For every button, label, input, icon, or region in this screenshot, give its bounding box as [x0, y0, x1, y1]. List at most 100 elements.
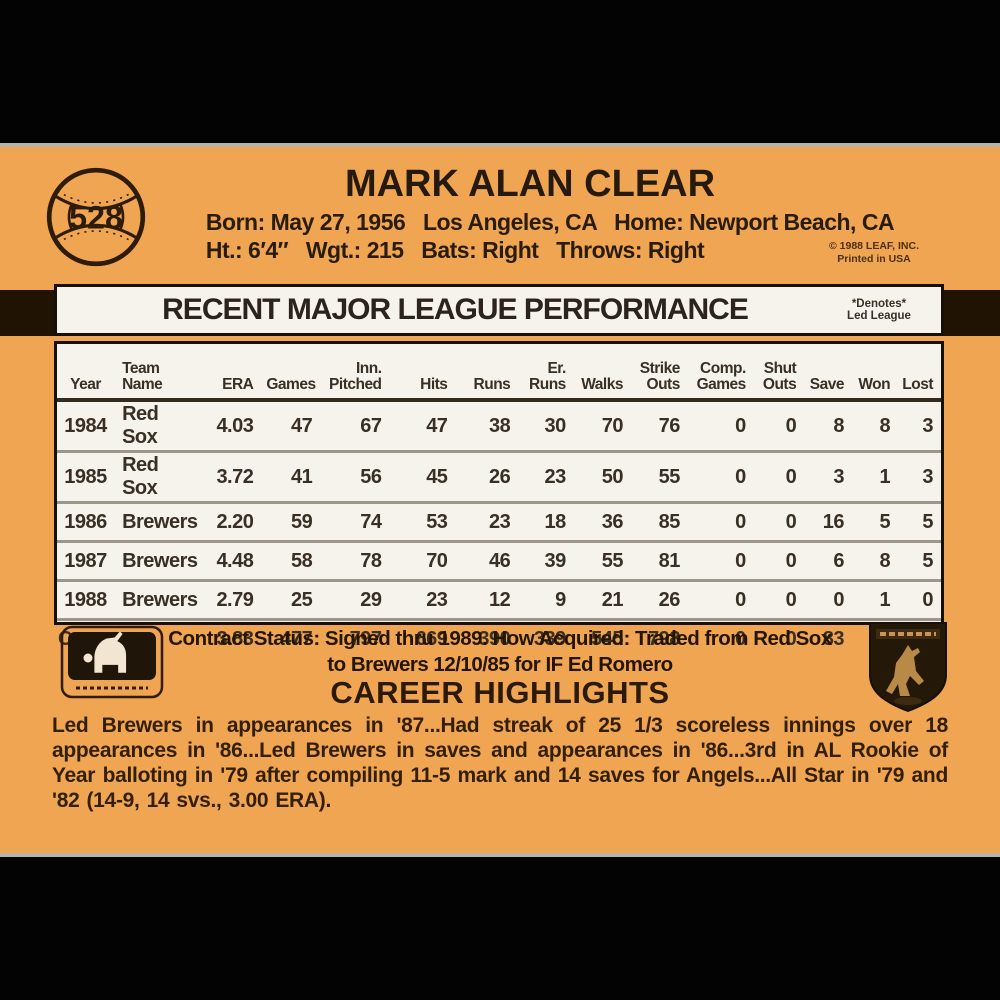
stats-cell: 4.03: [216, 414, 254, 437]
baseball-card-number-icon: 528: [46, 167, 146, 267]
stats-cell: 3: [922, 465, 933, 488]
stats-cell: 36: [601, 510, 624, 533]
stats-column-header: Team Name: [122, 360, 163, 393]
copyright-notice: © 1988 LEAF, INC. Printed in USA: [828, 240, 919, 265]
stats-cell: 56: [360, 465, 382, 488]
stats-cell: 3.72: [216, 465, 254, 488]
stats-cell: 50: [601, 465, 624, 488]
stats-cell: 0: [833, 588, 844, 611]
denotes-led-league-note: *Denotes* Led League: [847, 298, 911, 322]
stats-cell: 339: [533, 627, 566, 650]
stats-cell: 8: [879, 549, 891, 572]
stats-column-header: Comp. Games: [696, 360, 747, 393]
stats-column-header: Strike Outs: [639, 360, 681, 393]
stats-row-1988: 1988 Brewers 2.79 25 29 23 12 9 21 26 0 0 0 1 0: [57, 580, 941, 620]
stats-cell: 5: [922, 549, 933, 572]
stats-cell: 16: [822, 510, 845, 533]
stats-cell: 46: [489, 549, 511, 572]
stats-cell: 8: [879, 414, 891, 437]
stats-cell: 30: [544, 414, 567, 437]
stats-cell: 9: [555, 588, 566, 611]
stats-cell: 74: [360, 510, 382, 533]
stats-cell: 5: [922, 510, 933, 533]
player-bio-line2: Ht.: 6′4″ Wgt.: 215 Bats: Right Throws: …: [205, 237, 705, 263]
stats-cell: 70: [601, 414, 624, 437]
performance-title: RECENT MAJOR LEAGUE PERFORMANCE: [162, 293, 749, 326]
stats-cell: 0: [785, 627, 797, 650]
stats-cell: 0: [735, 510, 746, 533]
stats-cell: 58: [290, 549, 313, 572]
stats-cell: 5: [879, 510, 891, 533]
stats-column-header: Games: [266, 376, 316, 393]
stats-cell: 1987: [64, 549, 107, 572]
stats-cell: Red Sox: [122, 454, 159, 499]
stats-column-header: Er. Runs: [529, 360, 566, 393]
stats-cell: 12: [489, 588, 511, 611]
stats-cell: 8: [833, 414, 844, 437]
stats-row-1987: 1987 Brewers 4.48 58 78 70 46 39 55 81 0 0 6 8 5: [57, 541, 941, 581]
stats-cell: 3: [922, 414, 933, 437]
stats-row-1985: 1985 Red Sox 3.72 41 56 45 26 23 50 55 0 0 3 1 3: [57, 451, 941, 503]
stats-column-header: Shut Outs: [762, 360, 797, 393]
stats-cell: 55: [601, 549, 624, 572]
stats-column-header: ERA: [222, 376, 254, 393]
stats-body: 1984 Red Sox 4.03 47 67 47 38 30 70 76 0 0 8 8 3 1985 Re…: [57, 400, 941, 657]
stats-cell: 0: [735, 414, 746, 437]
baseball-card-back: 528 MARK ALAN CLEAR Born: May 27, 1956 L…: [0, 147, 1000, 853]
stats-cell: 0: [785, 510, 797, 533]
stats-cell: 0: [785, 588, 797, 611]
stats-cell: 1985: [64, 465, 107, 488]
stats-cell: 76: [658, 414, 681, 437]
stats-cell: 81: [658, 549, 681, 572]
stats-cell: 26: [658, 588, 681, 611]
mlbpa-logo-icon: [869, 622, 947, 713]
stats-cell: 0: [785, 414, 797, 437]
stats-cell: 0: [785, 549, 797, 572]
stats-cell: 0: [735, 549, 746, 572]
stats-cell: 47: [426, 414, 448, 437]
stats-cell: 0: [785, 465, 797, 488]
stats-row-1986: 1986 Brewers 2.20 59 74 53 23 18 36 85 0 0 16 5 5: [57, 502, 941, 542]
stats-cell: 59: [290, 510, 313, 533]
player-bio-line1: Born: May 27, 1956 Los Angeles, CA Home:…: [205, 209, 895, 235]
stats-cell: 2.79: [216, 588, 254, 611]
stats-cell: 545: [591, 627, 623, 650]
stats-cell: 26: [489, 465, 511, 488]
stats-table-head: Year Team Name ERA Games Inn. Pitched Hits Run…: [57, 344, 941, 400]
stats-cell: 797: [349, 627, 382, 650]
card-top-edge: [0, 143, 1000, 147]
stats-cell: 2.20: [216, 510, 254, 533]
career-highlights-text: Led Brewers in appearances in '87...Had …: [52, 714, 948, 812]
stats-table-box: Year Team Name ERA Games Inn. Pitched Hits Run…: [54, 341, 944, 650]
stats-cell: 78: [360, 549, 382, 572]
contract-status-line2: to Brewers 12/10/85 for IF Ed Romero: [327, 653, 673, 676]
stats-cell: 41: [290, 465, 313, 488]
contract-status-line1: Contract Status: Signed thru 1989. How A…: [168, 627, 832, 650]
stats-header-row: Year Team Name ERA Games Inn. Pitched Hits Run…: [57, 344, 941, 400]
stats-cell: 83: [822, 627, 845, 650]
stats-cell: 477: [280, 627, 313, 650]
performance-header-box: RECENT MAJOR LEAGUE PERFORMANCE *Denotes…: [54, 284, 944, 336]
stats-cell: Brewers: [122, 549, 198, 572]
stats-cell: 3.83: [216, 627, 254, 650]
stats-cell: 6: [833, 549, 844, 572]
stats-cell: Brewers: [122, 510, 198, 533]
card-number: 528: [69, 199, 123, 235]
stats-cell: 85: [658, 510, 681, 533]
stats-cell: 29: [360, 588, 382, 611]
stats-cell: 45: [426, 465, 448, 488]
stats-column-header: Lost: [902, 376, 933, 393]
stats-cell: 70: [426, 549, 448, 572]
stats-cell: 0: [735, 627, 746, 650]
stats-cell: 1988: [64, 588, 107, 611]
stats-cell: 47: [290, 414, 313, 437]
stats-cell: 390: [478, 627, 511, 650]
stats-cell: 1984: [64, 414, 107, 437]
stats-cell: 23: [489, 510, 511, 533]
stats-cell: 4.48: [216, 549, 254, 572]
stats-cell: 3: [833, 465, 844, 488]
stats-cell: 38: [489, 414, 511, 437]
stats-cell: 1: [879, 588, 891, 611]
stats-column-header: Inn. Pitched: [329, 360, 382, 393]
